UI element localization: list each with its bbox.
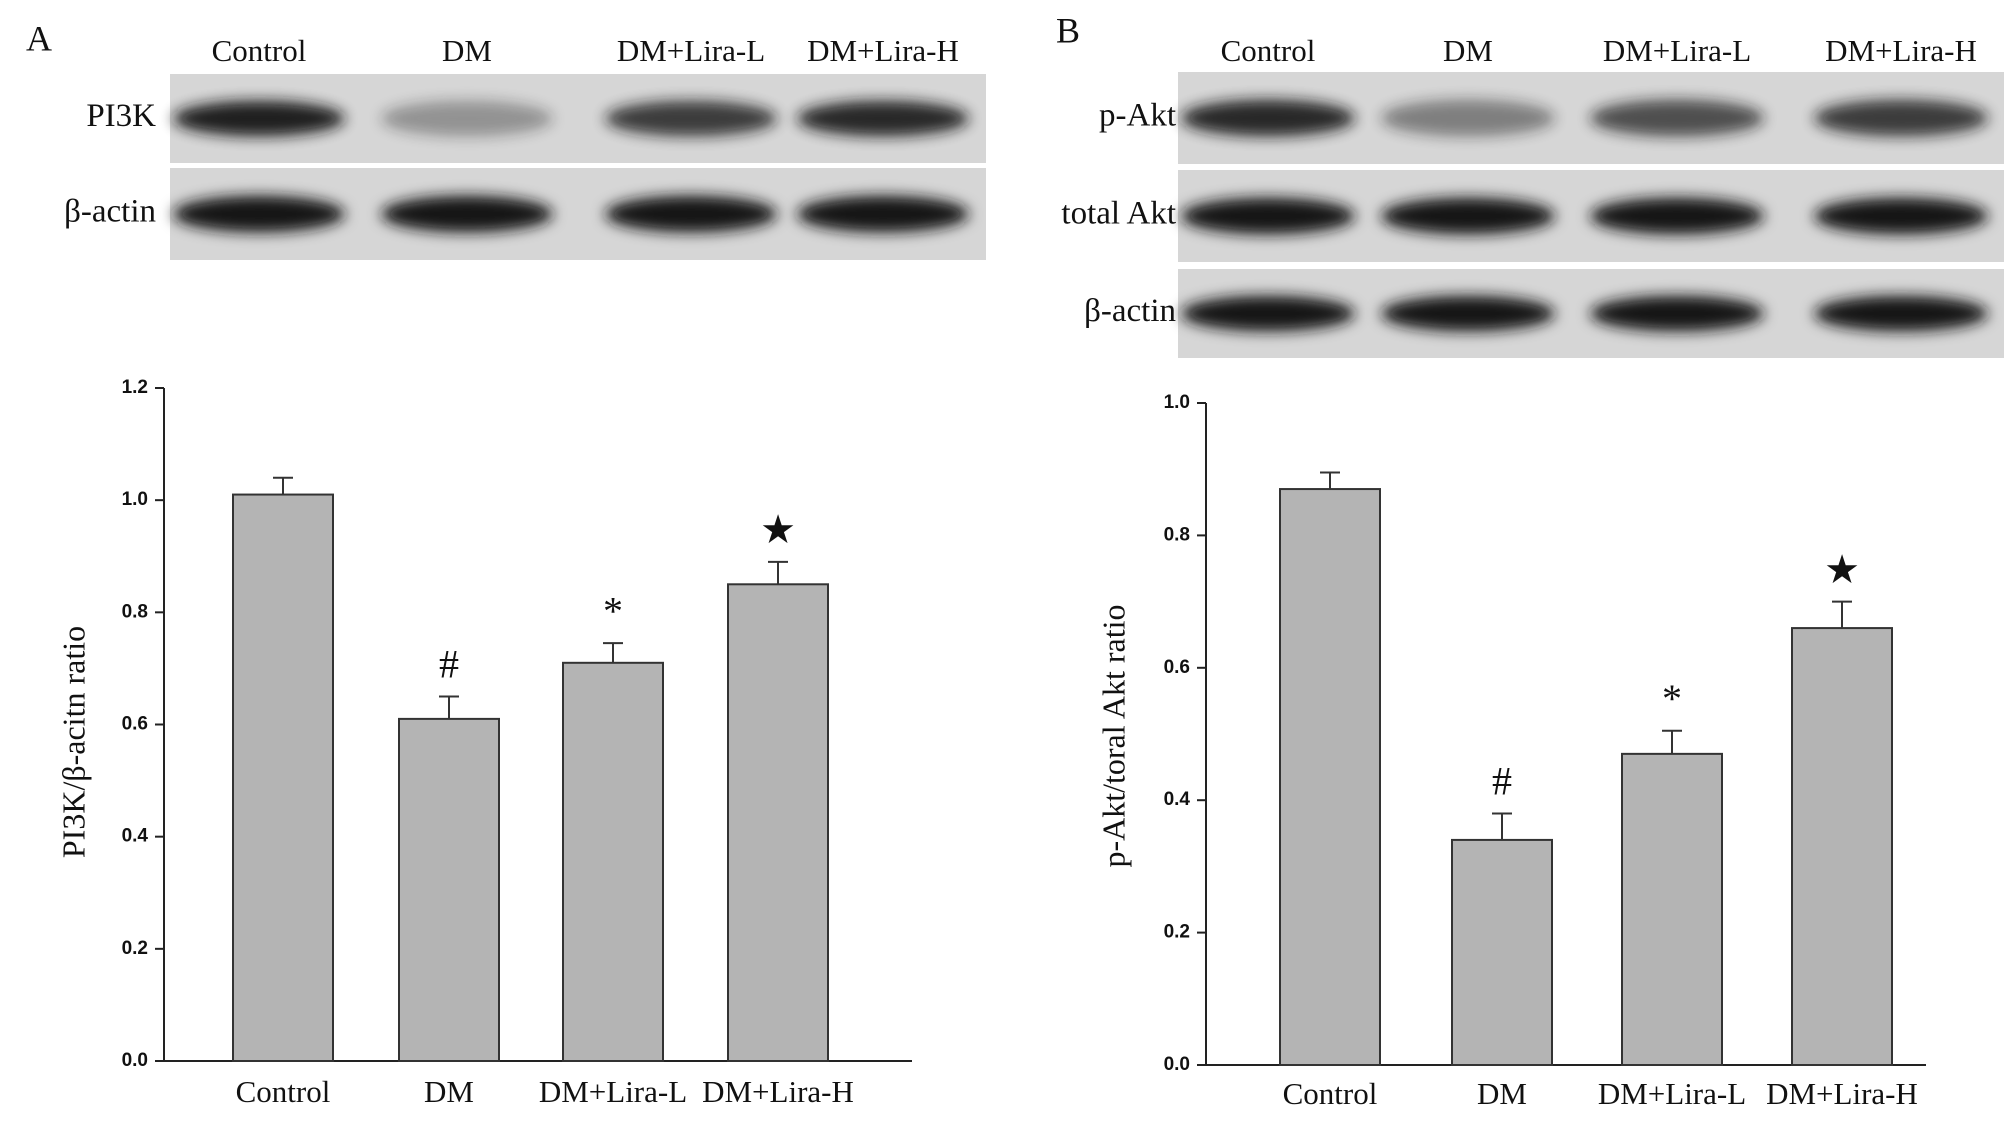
blot-band bbox=[173, 100, 345, 137]
category-label: Control bbox=[1283, 1076, 1378, 1111]
y-tick-label: 0.8 bbox=[1164, 524, 1190, 545]
category-label: DM+Lira-L bbox=[539, 1074, 687, 1109]
blot-lane-label: DM+Lira-H bbox=[807, 33, 959, 68]
blot-band bbox=[1590, 99, 1764, 137]
y-axis-label: p-Akt/toral Akt ratio bbox=[1095, 604, 1131, 867]
bar bbox=[562, 661, 664, 1063]
category-label: DM+Lira-L bbox=[1598, 1076, 1746, 1111]
y-tick-label: 0.8 bbox=[122, 601, 148, 622]
y-tick-label: 0.0 bbox=[1164, 1054, 1190, 1075]
blot-row-label: p-Akt bbox=[1099, 98, 1176, 134]
blot-band bbox=[1181, 99, 1355, 137]
blot-band bbox=[605, 195, 777, 233]
y-tick-label: 0.4 bbox=[122, 826, 149, 847]
blot-row-label: β-actin bbox=[1084, 293, 1176, 329]
y-tick-label: 0.4 bbox=[1164, 789, 1191, 810]
blot-band bbox=[173, 195, 345, 233]
blot-band bbox=[1814, 295, 1988, 332]
blot-band bbox=[797, 195, 969, 233]
blot-row-label: β-actin bbox=[64, 194, 156, 230]
bar bbox=[232, 493, 334, 1062]
y-axis-label: PI3K/β-acitn ratio bbox=[55, 626, 91, 858]
annotation: ★ bbox=[760, 507, 796, 552]
annotation: # bbox=[439, 642, 459, 687]
y-tick-label: 1.0 bbox=[122, 489, 148, 510]
y-tick-label: 0.6 bbox=[122, 714, 148, 735]
blot-band bbox=[381, 195, 553, 233]
y-tick-label: 0.2 bbox=[122, 938, 148, 959]
panel-label: A bbox=[26, 18, 52, 58]
blot-row-label: total Akt bbox=[1061, 196, 1176, 232]
bar bbox=[1279, 488, 1381, 1066]
blot-band bbox=[1181, 295, 1355, 332]
bar bbox=[1791, 627, 1893, 1067]
blot-lane-label: DM+Lira-L bbox=[617, 33, 765, 68]
y-tick-label: 0.0 bbox=[122, 1050, 148, 1071]
y-tick-label: 1.2 bbox=[122, 377, 148, 398]
blot-lane-label: DM bbox=[442, 33, 492, 68]
blot-band bbox=[1590, 197, 1764, 235]
blot-lane-label: DM bbox=[1443, 33, 1493, 68]
category-label: Control bbox=[236, 1074, 331, 1109]
bar bbox=[398, 717, 500, 1062]
blot-lane-label: Control bbox=[212, 33, 307, 68]
blot-band bbox=[1590, 295, 1764, 332]
category-label: DM+Lira-H bbox=[702, 1074, 854, 1109]
y-tick-label: 1.0 bbox=[1164, 392, 1190, 413]
blot-band bbox=[1381, 295, 1555, 332]
bar bbox=[1621, 752, 1723, 1066]
blot-band bbox=[605, 100, 777, 137]
y-tick-label: 0.6 bbox=[1164, 657, 1190, 678]
blot-band bbox=[1814, 197, 1988, 235]
annotation: ★ bbox=[1824, 547, 1860, 592]
category-label: DM bbox=[1477, 1076, 1527, 1111]
blot-band bbox=[1181, 197, 1355, 235]
blot-band bbox=[797, 100, 969, 137]
bar bbox=[1451, 838, 1553, 1066]
blot-lane-label: Control bbox=[1221, 33, 1316, 68]
bar bbox=[727, 583, 829, 1063]
category-label: DM+Lira-H bbox=[1766, 1076, 1918, 1111]
annotation: # bbox=[1492, 759, 1512, 804]
blot-lane-label: DM+Lira-H bbox=[1825, 33, 1977, 68]
blot-band bbox=[1381, 197, 1555, 235]
annotation: * bbox=[603, 588, 623, 633]
blot-lane-label: DM+Lira-L bbox=[1603, 33, 1751, 68]
blot-band bbox=[1814, 99, 1988, 137]
category-label: DM bbox=[424, 1074, 474, 1109]
panel-label: B bbox=[1056, 10, 1080, 50]
y-tick-label: 0.2 bbox=[1164, 922, 1190, 943]
blot-row-label: PI3K bbox=[86, 98, 156, 134]
blot-band bbox=[381, 100, 553, 137]
annotation: * bbox=[1662, 676, 1682, 721]
blot-band bbox=[1381, 99, 1555, 137]
